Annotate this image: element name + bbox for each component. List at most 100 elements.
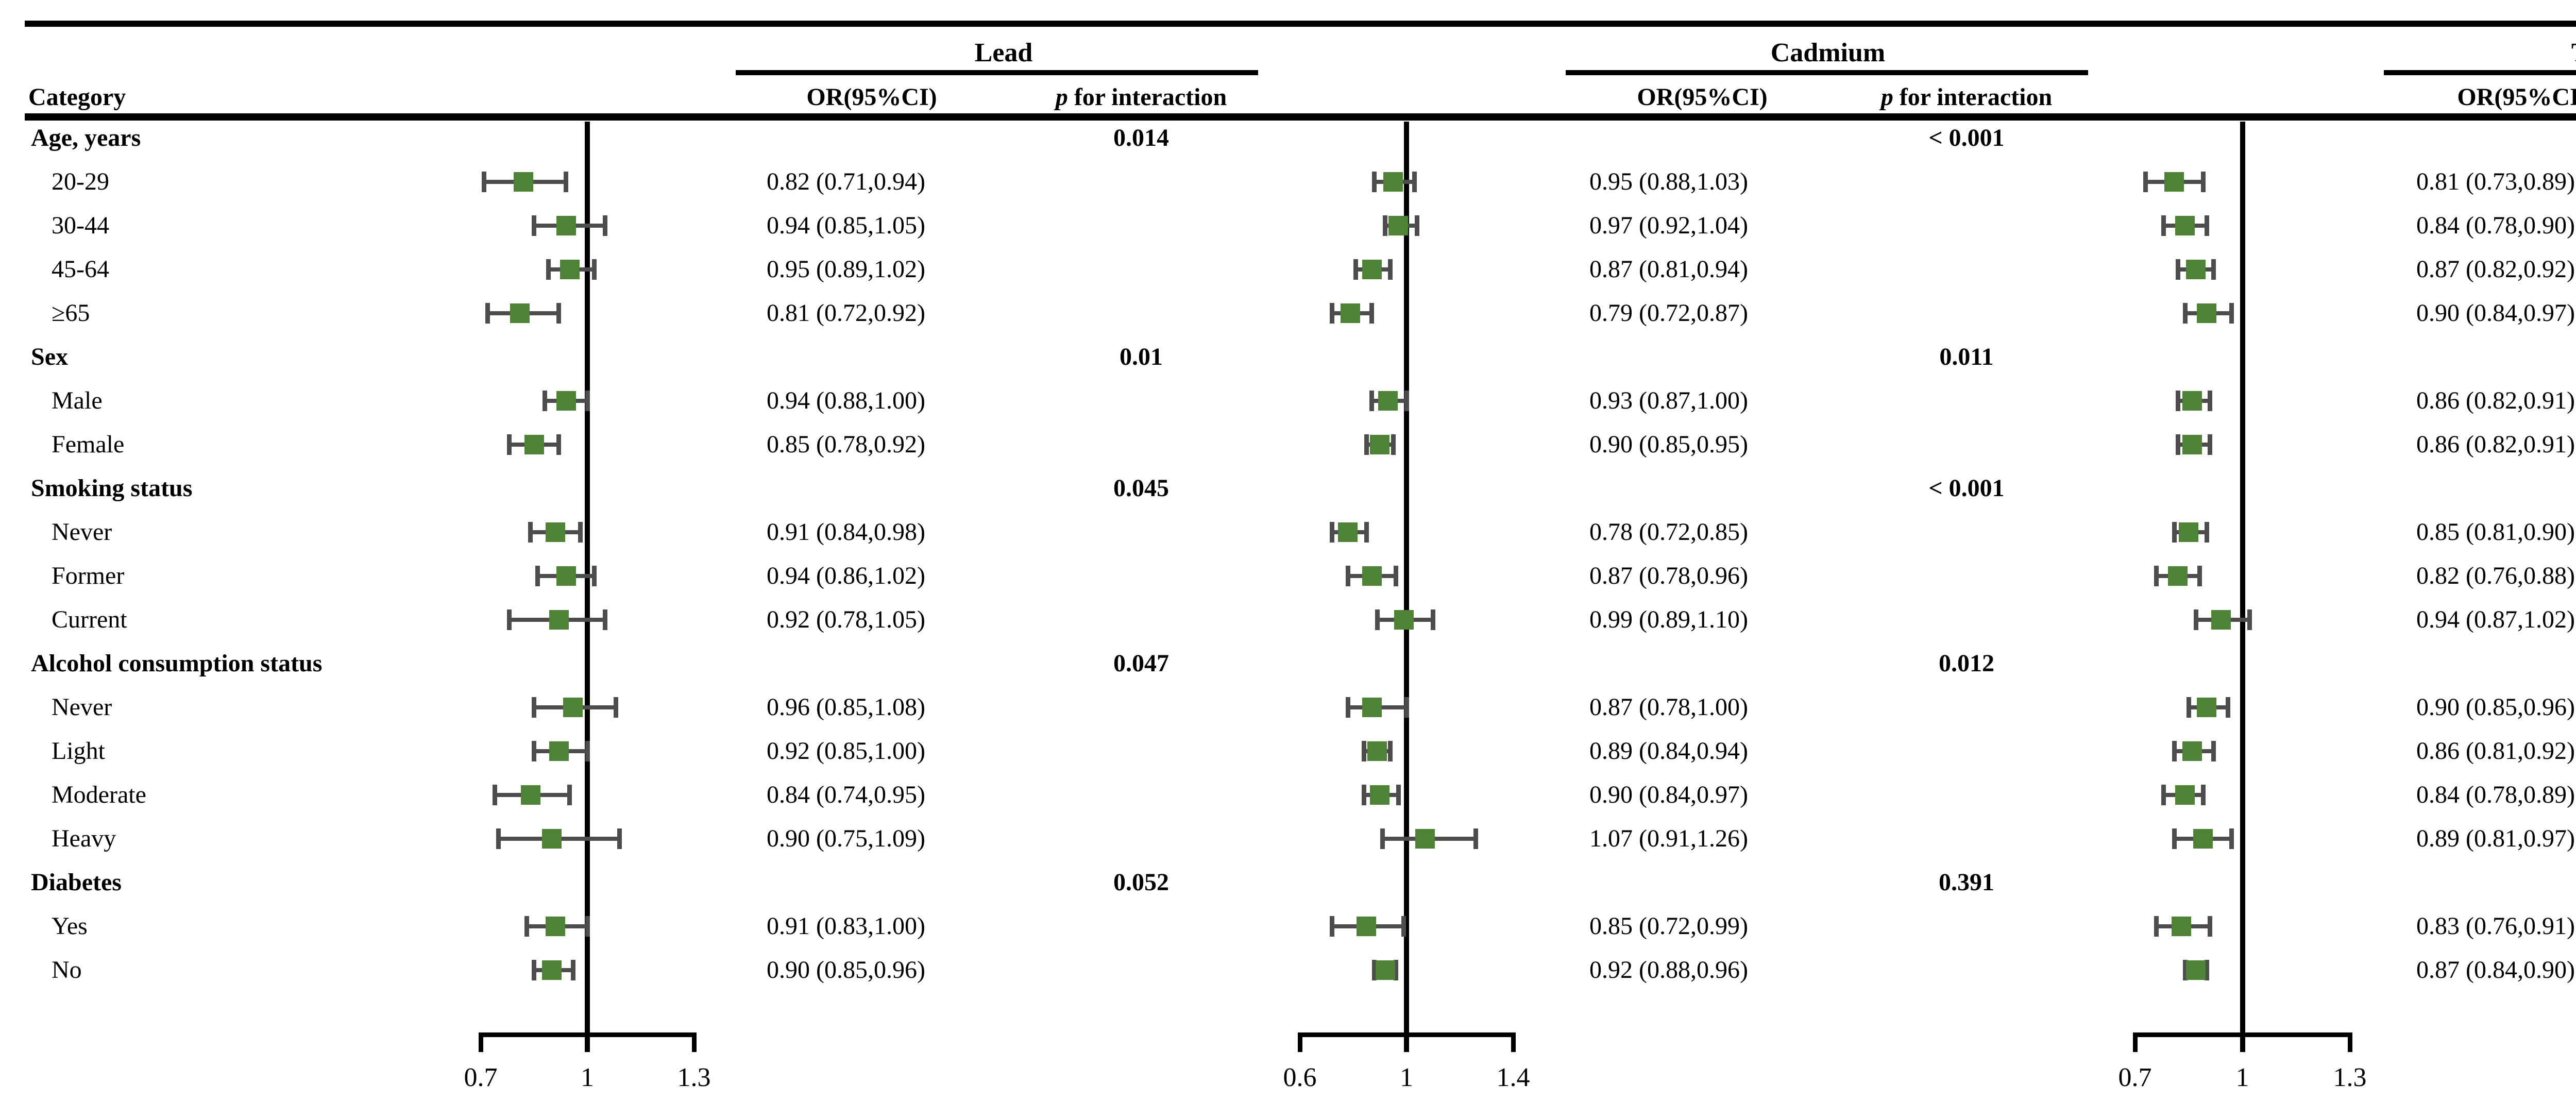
row-label: Yes — [52, 912, 88, 940]
p-header-cadmium-italic: p — [1880, 83, 1893, 111]
x-axis-tick-label-cadmium: 0.6 — [1283, 1063, 1317, 1092]
ci-cap-high-lead — [585, 741, 590, 761]
ci-cap-high-total-mercury — [2200, 172, 2206, 192]
ci-cap-high-total-mercury — [2208, 916, 2213, 937]
ci-cap-low-total-mercury — [2161, 785, 2166, 805]
or-marker-lead — [545, 522, 565, 542]
or-ci-text-cadmium: 0.92 (0.88,0.96) — [1589, 956, 1748, 984]
ci-cap-low-total-mercury — [2193, 609, 2198, 630]
x-axis-tick-label-total-mercury: 1 — [2235, 1063, 2249, 1092]
ref-line-cadmium — [1404, 122, 1409, 1052]
row-label: ≥65 — [52, 299, 90, 327]
ci-cap-high-total-mercury — [2208, 434, 2213, 455]
or-marker-cadmium — [1367, 741, 1387, 761]
p-header-cadmium: p for interaction — [1881, 85, 2052, 110]
ci-cap-low-lead — [528, 522, 533, 543]
or-ci-text-total-mercury: 0.82 (0.76,0.88) — [2416, 562, 2575, 589]
row-label: Never — [52, 518, 112, 546]
x-axis-tick-label-lead: 0.7 — [464, 1063, 498, 1092]
or-marker-lead — [549, 610, 569, 630]
ci-cap-low-lead — [532, 215, 536, 236]
row-label: Male — [52, 387, 103, 414]
ci-cap-low-cadmium — [1369, 391, 1375, 411]
x-axis-tick-total-mercury — [2347, 1032, 2352, 1052]
ci-cap-high-total-mercury — [2204, 522, 2209, 543]
ci-cap-low-lead — [532, 741, 536, 761]
or-ci-text-cadmium: 0.90 (0.84,0.97) — [1589, 781, 1748, 808]
x-axis-tick-cadmium — [1297, 1032, 1302, 1052]
category-column-header: Category — [28, 83, 126, 111]
ci-cap-high-total-mercury — [2197, 566, 2202, 586]
or-ci-text-cadmium: 0.78 (0.72,0.85) — [1589, 518, 1748, 546]
top-rule — [25, 21, 2576, 27]
ci-cap-high-total-mercury — [2211, 259, 2216, 280]
p-header-lead-rest: for interaction — [1067, 83, 1227, 111]
or-marker-lead — [510, 303, 530, 323]
ci-cap-low-cadmium — [1372, 172, 1377, 192]
ci-cap-high-cadmium — [1404, 391, 1409, 411]
or-ci-text-cadmium: 0.90 (0.85,0.95) — [1589, 431, 1748, 458]
row-group-label: Age, years — [31, 124, 141, 151]
ci-cap-low-cadmium — [1329, 522, 1334, 543]
or-marker-lead — [542, 960, 562, 980]
ci-cap-high-cadmium — [1412, 172, 1417, 192]
ci-cap-low-total-mercury — [2175, 259, 2180, 280]
ci-cap-high-cadmium — [1391, 434, 1396, 455]
ci-cap-high-cadmium — [1431, 609, 1436, 630]
ci-cap-low-lead — [542, 391, 547, 411]
ci-cap-high-lead — [556, 303, 562, 324]
row-label: Current — [52, 606, 127, 633]
x-axis-tick-lead — [585, 1032, 590, 1052]
row-label: No — [52, 956, 82, 984]
or-ci-text-total-mercury: 0.85 (0.81,0.90) — [2416, 518, 2575, 546]
or-ci-text-total-mercury: 0.86 (0.82,0.91) — [2416, 431, 2575, 458]
p-header-lead: p for interaction — [1056, 85, 1227, 110]
or-header-cadmium: OR(95%CI) — [1637, 83, 1768, 111]
ci-cap-low-lead — [485, 303, 490, 324]
p-interaction-value-cadmium: 0.011 — [1939, 343, 1994, 370]
ci-cap-low-total-mercury — [2182, 303, 2188, 324]
ci-cap-low-total-mercury — [2172, 522, 2177, 543]
or-marker-total-mercury — [2197, 303, 2216, 323]
ci-cap-high-cadmium — [1388, 259, 1393, 280]
or-ci-text-lead: 0.92 (0.78,1.05) — [767, 606, 925, 633]
ci-cap-high-cadmium — [1393, 566, 1398, 586]
or-ci-text-cadmium: 1.07 (0.91,1.26) — [1589, 825, 1748, 852]
or-ci-text-lead: 0.91 (0.83,1.00) — [767, 912, 925, 940]
x-axis-tick-cadmium — [1404, 1032, 1409, 1052]
ci-cap-low-cadmium — [1372, 960, 1377, 980]
row-group-label: Diabetes — [31, 869, 122, 896]
or-ci-text-lead: 0.96 (0.85,1.08) — [767, 693, 925, 721]
or-ci-text-total-mercury: 0.87 (0.82,0.92) — [2416, 256, 2575, 283]
ci-cap-high-cadmium — [1415, 215, 1420, 236]
ref-line-lead — [585, 122, 590, 1052]
or-ci-text-total-mercury: 0.83 (0.76,0.91) — [2416, 912, 2575, 940]
ci-cap-low-total-mercury — [2154, 566, 2159, 586]
ci-cap-low-total-mercury — [2154, 916, 2159, 937]
x-axis-tick-label-cadmium: 1 — [1400, 1063, 1413, 1092]
x-axis-tick-label-lead: 1 — [581, 1063, 594, 1092]
or-marker-total-mercury — [2168, 566, 2188, 586]
panel-title-total-mercury: Total mercury — [2571, 40, 2576, 66]
row-group-label: Smoking status — [31, 475, 193, 502]
or-ci-text-total-mercury: 0.81 (0.73,0.89) — [2416, 168, 2575, 195]
or-marker-cadmium — [1362, 698, 1382, 717]
panel-underline-total-mercury — [2384, 70, 2576, 75]
or-header-lead: OR(95%CI) — [806, 83, 937, 111]
row-label: Heavy — [52, 825, 116, 852]
or-marker-cadmium — [1338, 522, 1358, 542]
ci-cap-low-cadmium — [1375, 609, 1380, 630]
or-marker-lead — [513, 172, 533, 192]
ci-cap-high-total-mercury — [2204, 960, 2209, 980]
ci-cap-low-total-mercury — [2186, 697, 2191, 718]
panel-title-lead: Lead — [974, 38, 1033, 67]
or-marker-lead — [556, 216, 576, 235]
ci-cap-low-lead — [506, 434, 512, 455]
or-ci-text-cadmium: 0.87 (0.78,1.00) — [1589, 693, 1748, 721]
ci-cap-high-lead — [564, 172, 569, 192]
or-ci-text-total-mercury: 0.84 (0.78,0.90) — [2416, 212, 2575, 239]
or-ci-text-total-mercury: 0.84 (0.78,0.89) — [2416, 781, 2575, 808]
header-rule — [25, 113, 2576, 121]
or-ci-text-total-mercury: 0.90 (0.84,0.97) — [2416, 299, 2575, 327]
ci-cap-low-lead — [532, 960, 536, 980]
